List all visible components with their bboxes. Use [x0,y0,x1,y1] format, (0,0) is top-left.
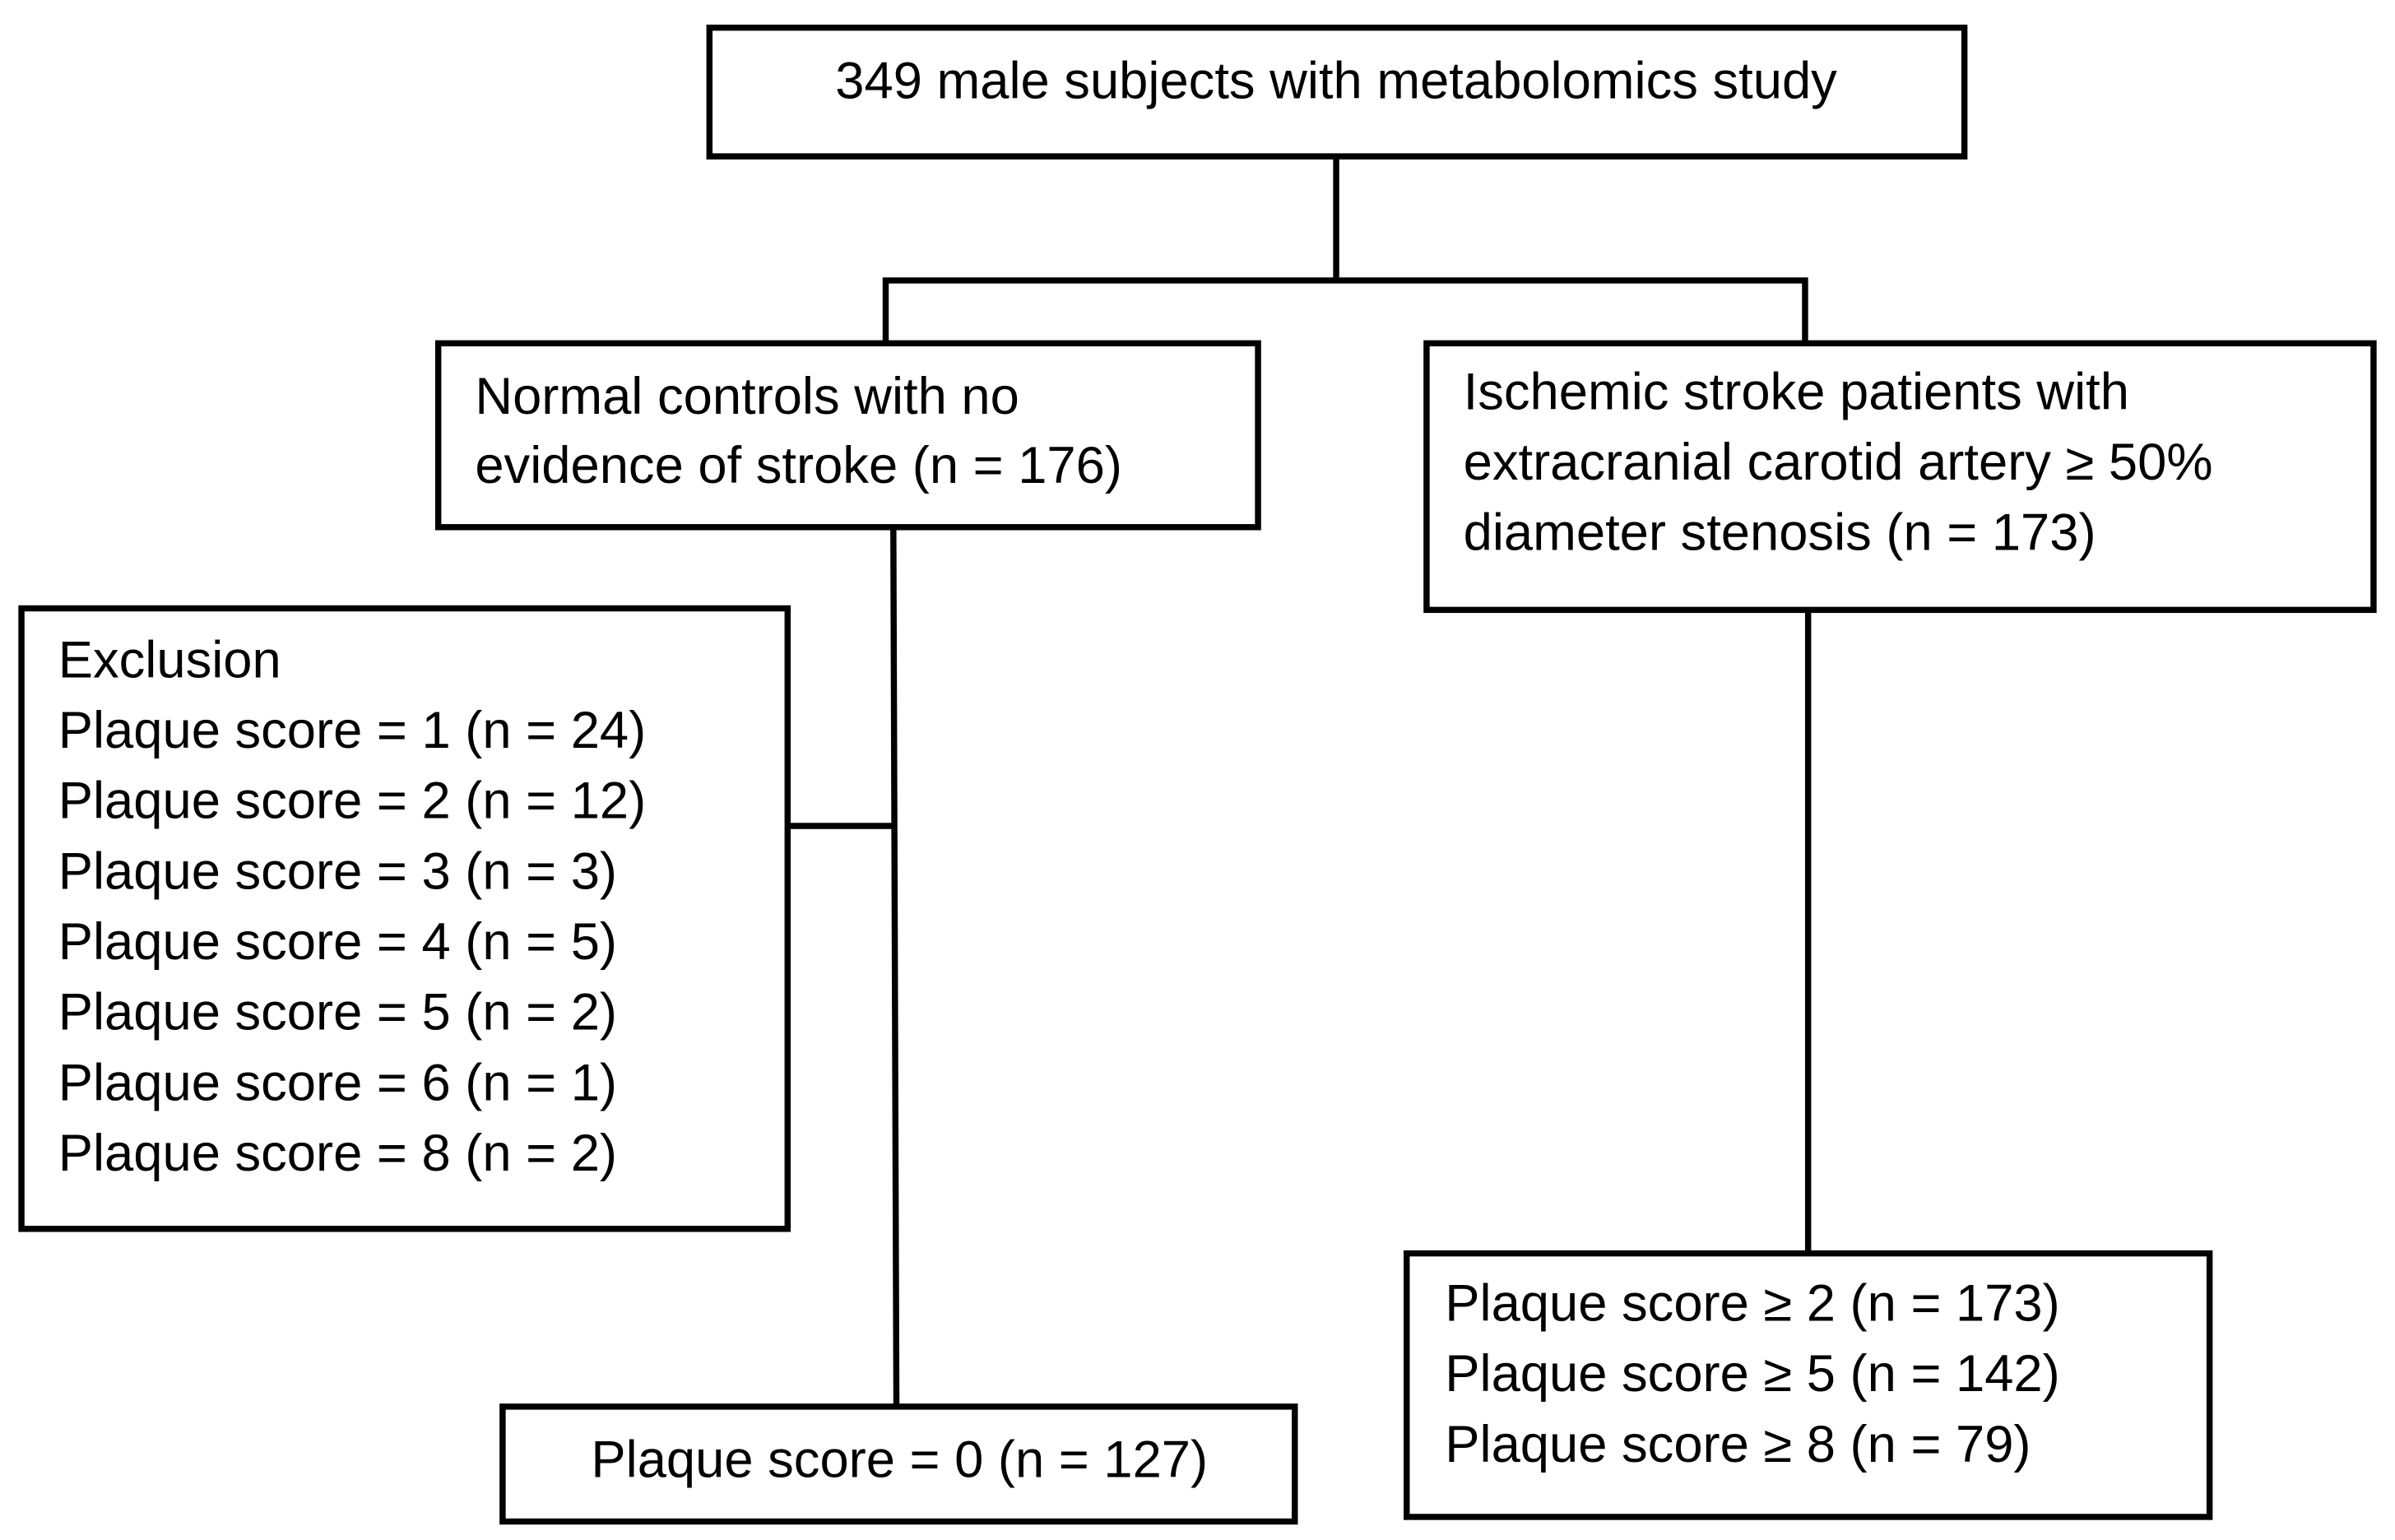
node-label: Plaque score = 8 (n = 2) [58,1125,617,1182]
connector [882,156,1808,344]
node-label: 349 male subjects with metabolomics stud… [835,52,1837,109]
node-box [1423,340,2377,614]
node-label: Plaque score ≥ 2 (n = 173) [1445,1275,2059,1333]
connector [787,526,900,1407]
node-label: Plaque score = 3 (n = 3) [58,842,617,900]
node-label: evidence of stroke (n = 176) [475,437,1122,494]
node-label: Plaque score = 0 (n = 127) [591,1431,1208,1488]
node-box [18,605,791,1232]
node-label: Exclusion [58,631,281,689]
node-texts: 349 male subjects with metabolomics stud… [58,52,2213,1488]
node-box [434,340,1261,531]
node-label: Ischemic stroke patients with [1464,363,2129,420]
node-label: Plaque score = 6 (n = 1) [58,1054,617,1111]
node-label: extracranial carotid artery ≥ 50% [1464,434,2213,491]
node-box [706,24,1968,160]
node-label: Plaque score ≥ 5 (n = 142) [1445,1345,2059,1403]
node-box [1403,1250,2213,1520]
node-label: diameter stenosis (n = 173) [1464,504,2096,562]
node-label: Normal controls with no [475,368,1019,425]
node-label: Plaque score = 5 (n = 2) [58,984,617,1041]
node-label: Plaque score = 2 (n = 12) [58,772,646,830]
node-label: Plaque score = 4 (n = 5) [58,913,617,971]
node-label: Plaque score ≥ 8 (n = 79) [1445,1416,2031,1473]
node-label: Plaque score = 1 (n = 24) [58,702,646,759]
node-box [499,1403,1298,1525]
